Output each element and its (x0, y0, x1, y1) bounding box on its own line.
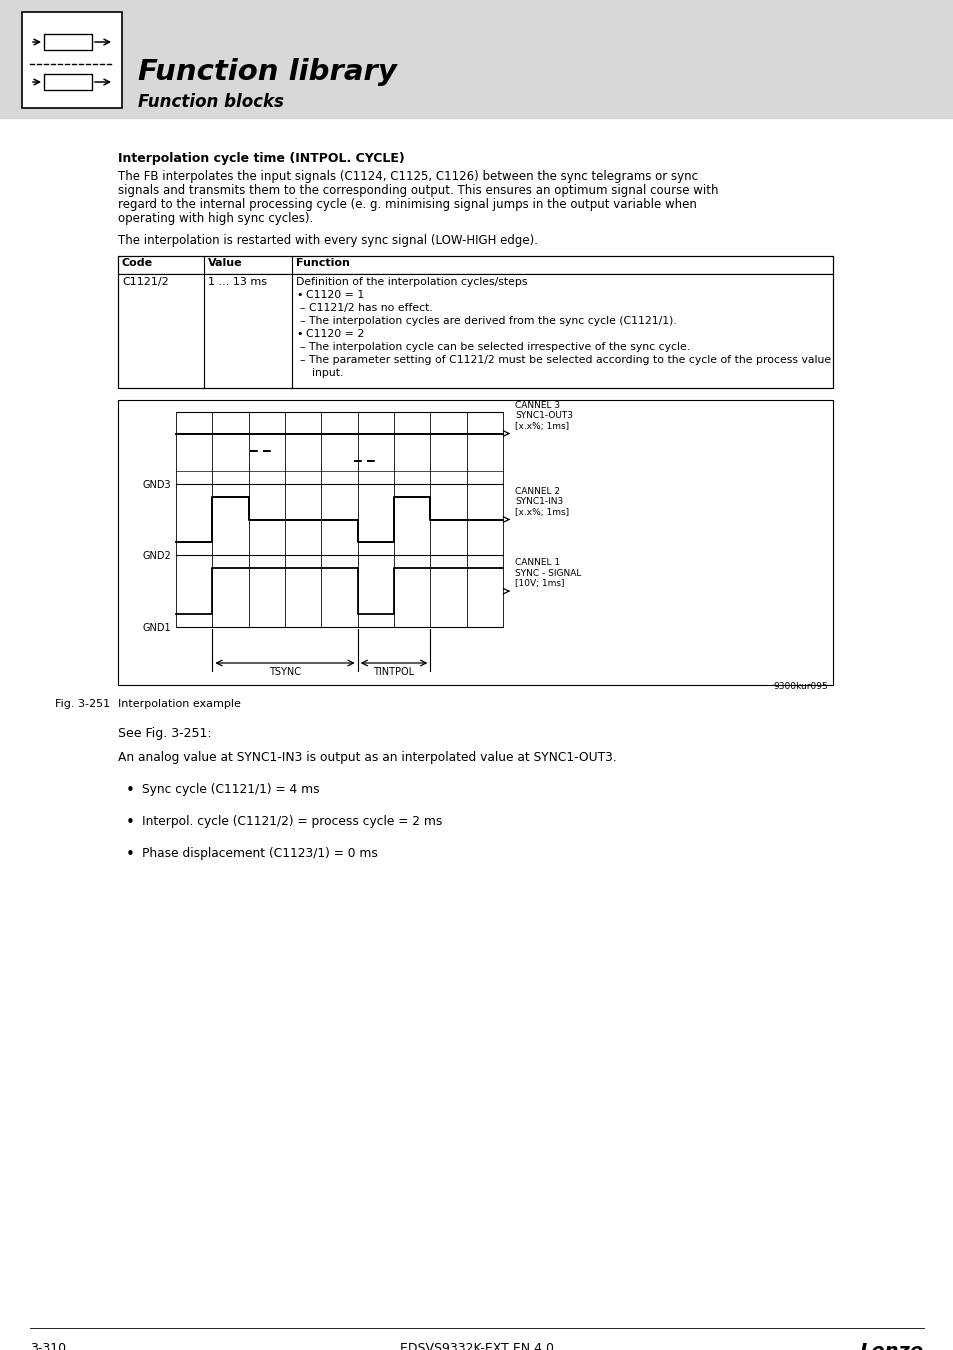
Text: – C1121/2 has no effect.: – C1121/2 has no effect. (299, 302, 433, 313)
Text: •: • (295, 329, 302, 339)
Text: GND2: GND2 (142, 551, 171, 562)
Text: Function: Function (295, 258, 350, 269)
Text: Sync cycle (C1121/1) = 4 ms: Sync cycle (C1121/1) = 4 ms (142, 783, 319, 796)
Text: •: • (126, 846, 134, 863)
Text: •: • (126, 815, 134, 830)
Text: CANNEL 1
SYNC - SIGNAL
[10V; 1ms]: CANNEL 1 SYNC - SIGNAL [10V; 1ms] (515, 559, 580, 589)
Text: GND3: GND3 (142, 479, 171, 490)
Text: See Fig. 3-251:: See Fig. 3-251: (118, 728, 212, 740)
Text: regard to the internal processing cycle (e. g. minimising signal jumps in the ou: regard to the internal processing cycle … (118, 198, 696, 211)
Text: signals and transmits them to the corresponding output. This ensures an optimum : signals and transmits them to the corres… (118, 184, 718, 197)
Text: 1 ... 13 ms: 1 ... 13 ms (208, 277, 267, 288)
Text: Fig. 3-251: Fig. 3-251 (55, 699, 110, 709)
Text: EDSVS9332K-EXT EN 4.0: EDSVS9332K-EXT EN 4.0 (399, 1342, 554, 1350)
Text: Phase displacement (C1123/1) = 0 ms: Phase displacement (C1123/1) = 0 ms (142, 846, 377, 860)
Text: The FB interpolates the input signals (C1124, C1125, C1126) between the sync tel: The FB interpolates the input signals (C… (118, 170, 698, 184)
Text: – The interpolation cycle can be selected irrespective of the sync cycle.: – The interpolation cycle can be selecte… (299, 342, 689, 352)
Text: Lenze: Lenze (859, 1342, 923, 1350)
Text: TSYNC: TSYNC (269, 667, 301, 676)
Text: input.: input. (312, 369, 343, 378)
Bar (44, 34, 91, 50)
Text: – The interpolation cycles are derived from the sync cycle (C1121/1).: – The interpolation cycles are derived f… (299, 316, 676, 325)
Text: C1121/2: C1121/2 (122, 277, 169, 288)
Text: •: • (126, 783, 134, 798)
Text: TINTPOL: TINTPOL (373, 667, 415, 676)
Text: •: • (295, 290, 302, 300)
Bar (44, 74, 91, 90)
Bar (118, 274, 832, 387)
Text: Function blocks: Function blocks (138, 93, 284, 111)
Text: operating with high sync cycles).: operating with high sync cycles). (118, 212, 313, 225)
Text: CANNEL 3
SYNC1-OUT3
[x.x%; 1ms]: CANNEL 3 SYNC1-OUT3 [x.x%; 1ms] (515, 401, 573, 431)
Bar (118, 256, 832, 274)
Text: C1120 = 1: C1120 = 1 (306, 290, 364, 300)
Text: – The parameter setting of C1121/2 must be selected according to the cycle of th: – The parameter setting of C1121/2 must … (299, 355, 830, 364)
Text: 9300kur095: 9300kur095 (773, 682, 827, 691)
Text: Code: Code (122, 258, 153, 269)
Text: Interpolation cycle time (INTPOL. CYCLE): Interpolation cycle time (INTPOL. CYCLE) (118, 153, 404, 165)
Bar (0, 0, 953, 117)
Text: Interpolation example: Interpolation example (118, 699, 240, 709)
Text: Value: Value (208, 258, 242, 269)
Text: Interpol. cycle (C1121/2) = process cycle = 2 ms: Interpol. cycle (C1121/2) = process cycl… (142, 815, 442, 828)
Bar (118, 400, 832, 684)
Text: Function library: Function library (138, 58, 396, 86)
Text: CANNEL 2
SYNC1-IN3
[x.x%; 1ms]: CANNEL 2 SYNC1-IN3 [x.x%; 1ms] (515, 487, 569, 517)
Text: 3-310: 3-310 (30, 1342, 66, 1350)
Text: An analog value at SYNC1-IN3 is output as an interpolated value at SYNC1-OUT3.: An analog value at SYNC1-IN3 is output a… (118, 751, 616, 764)
Bar (22, 12, 122, 108)
Text: C1120 = 2: C1120 = 2 (306, 329, 364, 339)
Text: The interpolation is restarted with every sync signal (LOW-HIGH edge).: The interpolation is restarted with ever… (118, 234, 537, 247)
Text: Definition of the interpolation cycles/steps: Definition of the interpolation cycles/s… (295, 277, 527, 288)
Text: GND1: GND1 (142, 622, 171, 633)
